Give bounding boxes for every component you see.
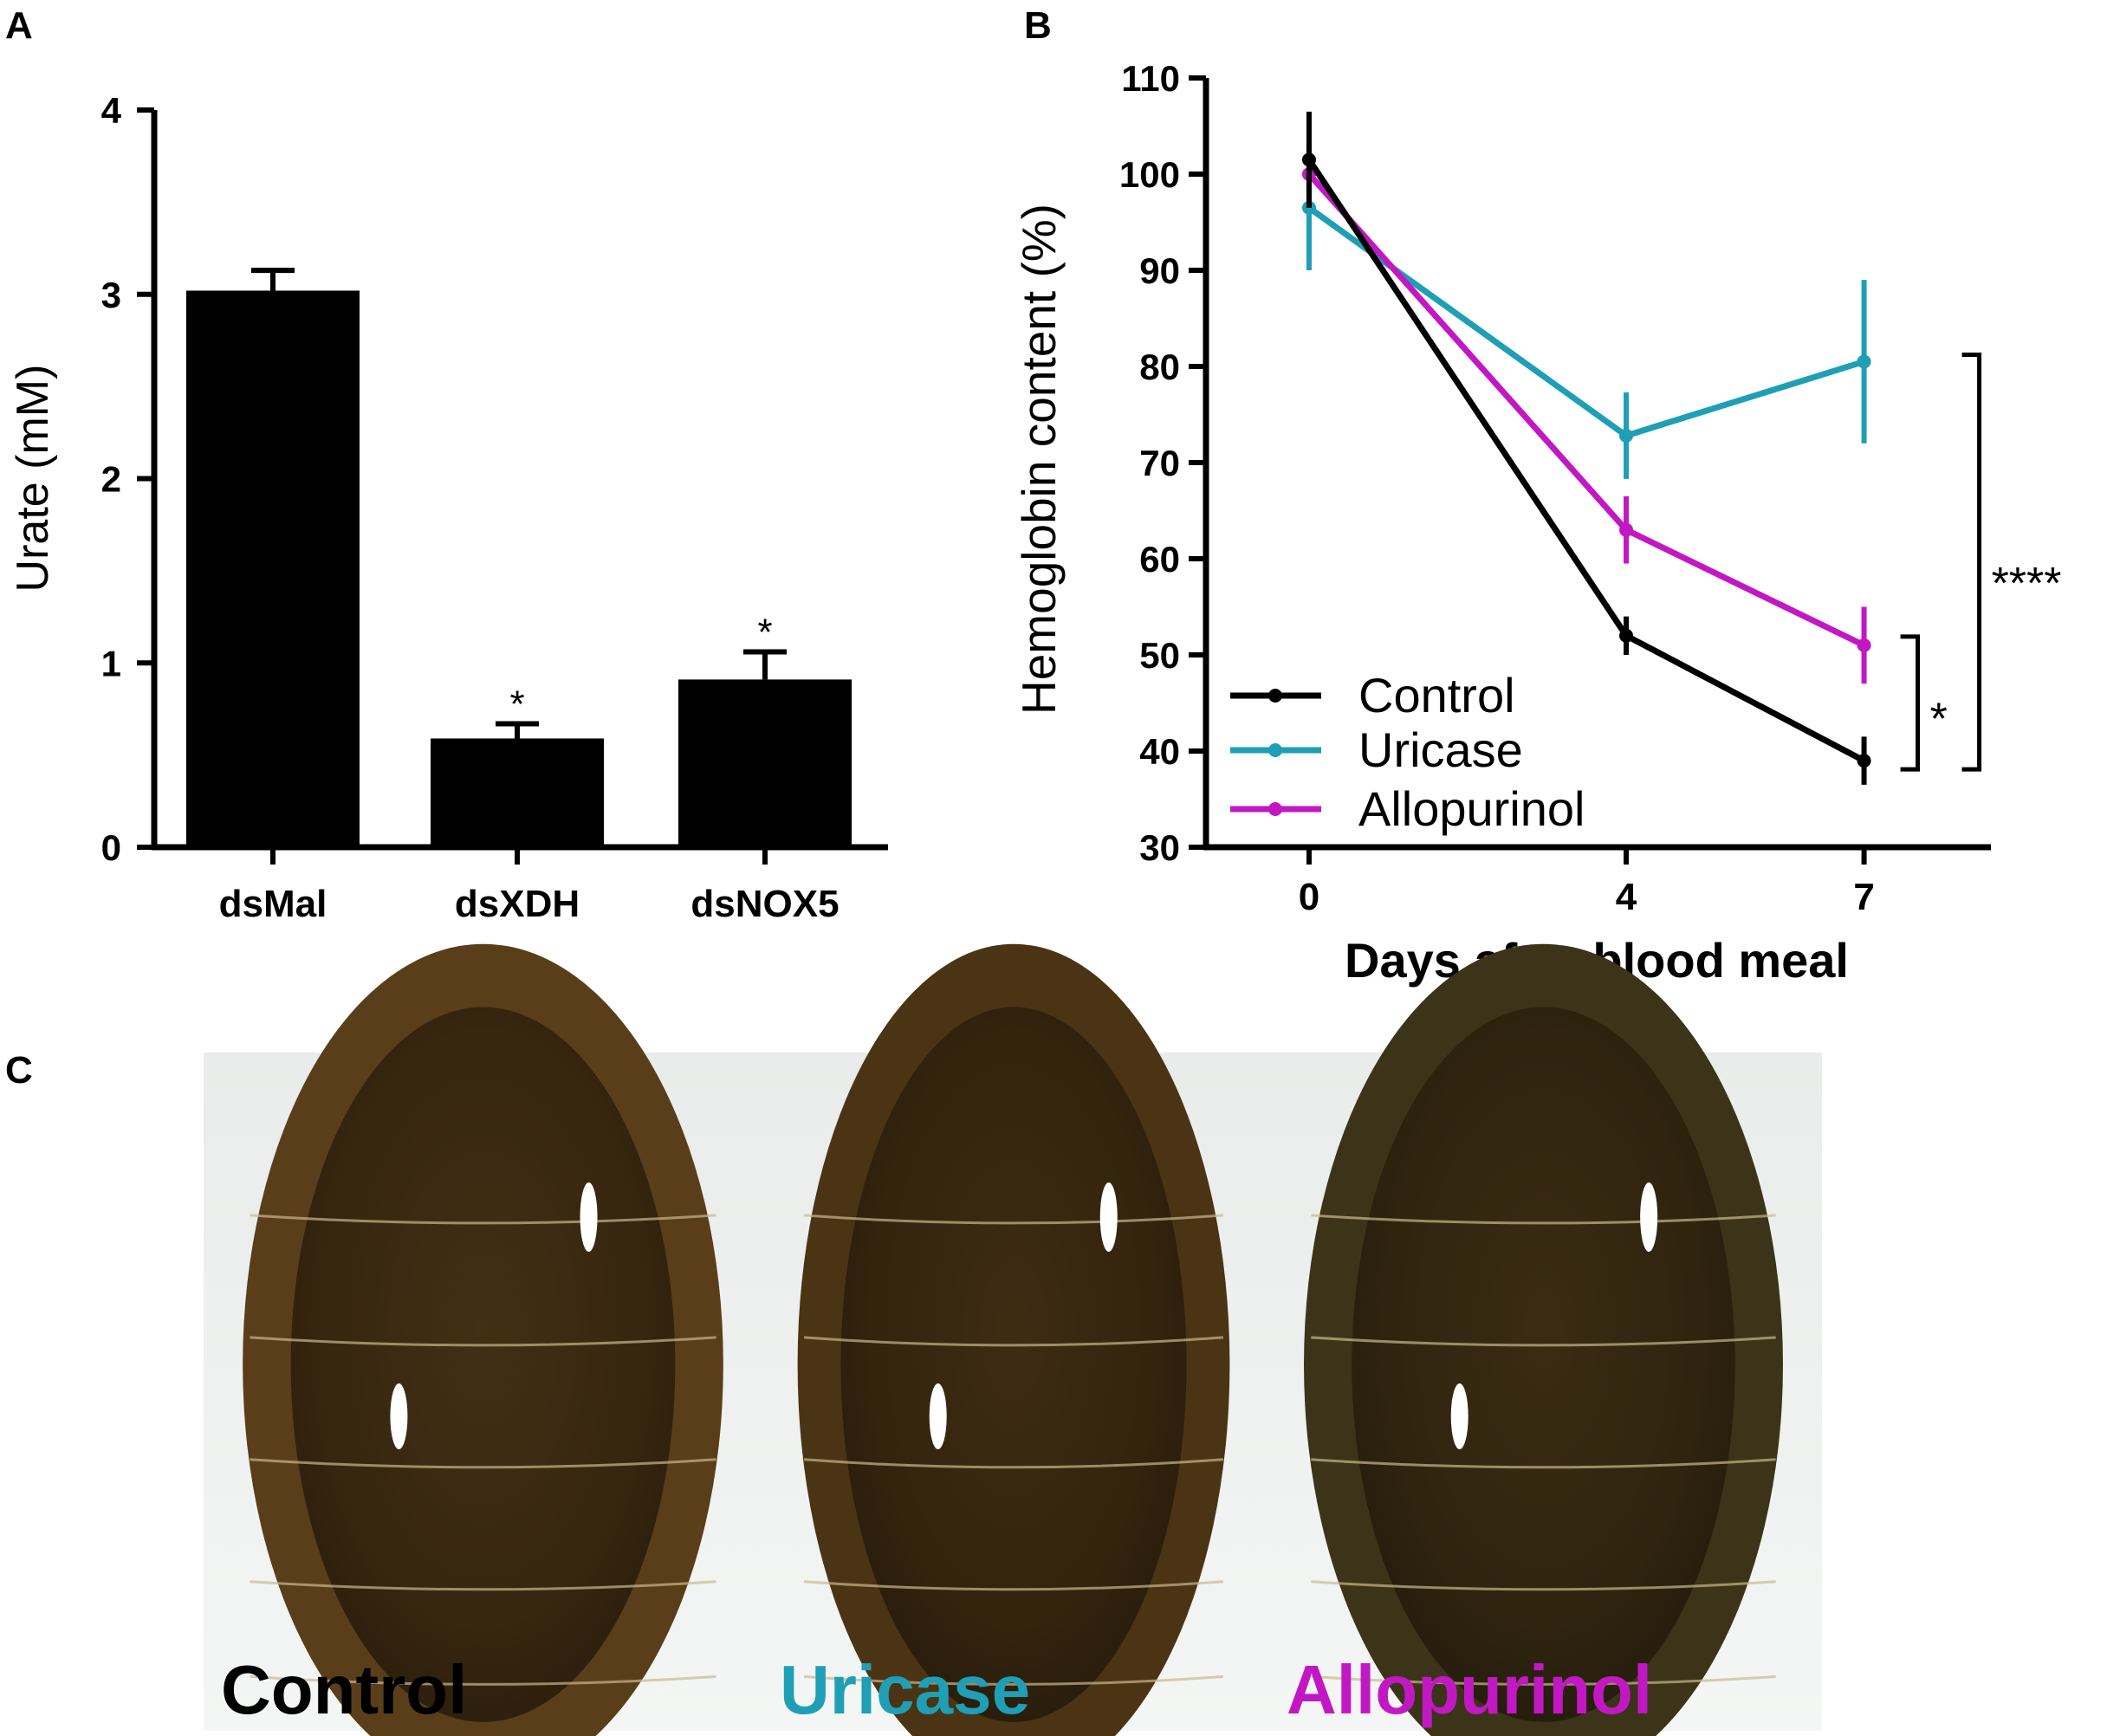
abdomen-segment-line [250, 1674, 716, 1686]
abdomen-segment-line [250, 1336, 716, 1347]
x-tick-label-dsXDH: dsXDH [455, 883, 580, 925]
abdomen-photo-strip: Control Uricase Allopurinol [204, 943, 1822, 1736]
y-tick-label-b: 30 [1139, 827, 1180, 868]
line-chart-hemoglobin: 30 40 50 60 70 80 90 100 110 0 4 7 ControlUricaseA… [1012, 58, 2062, 988]
abdomen-segment-line [803, 1214, 1224, 1225]
significance-bracket-uricase [1961, 352, 1982, 772]
photo-label-Control: Control [221, 1651, 467, 1728]
abdomen-segment-line [1311, 1580, 1776, 1591]
bar-dsMal [186, 290, 360, 847]
abdomen-segment-line [250, 1580, 716, 1591]
y-tick-label-b: 60 [1139, 539, 1180, 580]
y-axis-title-b: Hemoglobin content (%) [1012, 204, 1066, 715]
series-Allopurinol [1301, 145, 1871, 684]
light-reflection [390, 1383, 408, 1449]
legend-item-Allopurinol: Allopurinol [1230, 781, 1585, 836]
abdomen-shading [840, 1007, 1187, 1722]
legend-item-Control: Control [1230, 668, 1515, 722]
y-tick-label-b: 80 [1139, 347, 1180, 387]
photo-label-Uricase: Uricase [780, 1651, 1030, 1728]
legend-marker-Allopurinol [1268, 802, 1282, 816]
photo-Control: Control [204, 943, 762, 1736]
legend-label-Uricase: Uricase [1358, 722, 1523, 777]
data-point-Allopurinol [1857, 638, 1871, 652]
y-tick-label-a: 4 [101, 90, 122, 131]
y-axis-title-a: Urate (mM) [8, 365, 58, 593]
data-point-Control [1857, 754, 1871, 768]
data-point-Control [1301, 152, 1316, 167]
abdomen-segment-line [803, 1674, 1224, 1686]
abdomen-segment-line [803, 1458, 1224, 1469]
data-point-Uricase [1857, 354, 1871, 369]
y-tick-label-b: 70 [1139, 443, 1180, 483]
y-tick-label-a: 0 [101, 827, 121, 868]
y-tick-label-a: 1 [101, 643, 121, 683]
light-reflection [1640, 1182, 1658, 1252]
photo-Uricase: Uricase [762, 943, 1265, 1736]
legend-item-Uricase: Uricase [1230, 722, 1523, 777]
abdomen-segment-line [1311, 1674, 1776, 1686]
legend-label-Allopurinol: Allopurinol [1358, 781, 1585, 836]
data-point-Uricase [1619, 428, 1634, 443]
significance-marker-dsXDH: * [509, 683, 524, 725]
y-tick-label-a: 3 [101, 275, 121, 315]
bar-chart-urate: 0 1 2 3 4 * * dsMal dsXDH dsNOX5 Urate (mM) [8, 90, 888, 925]
y-tick-label-a: 2 [101, 459, 121, 500]
x-tick-label-b: 7 [1853, 876, 1874, 918]
y-tick-label-b: 50 [1139, 635, 1180, 676]
x-tick-label-b: 0 [1299, 876, 1319, 918]
significance-bracket-allopurinol [1900, 634, 1921, 772]
y-tick-label-b: 90 [1139, 250, 1180, 291]
legend-label-Control: Control [1358, 668, 1515, 722]
series-Control [1301, 111, 1871, 785]
photo-label-Allopurinol: Allopurinol [1287, 1651, 1652, 1728]
abdomen-shading [1352, 1007, 1735, 1722]
significance-label-allopurinol: * [1930, 695, 1948, 745]
bar-dsXDH [431, 738, 604, 847]
abdomen-segment-line [1311, 1458, 1776, 1469]
y-tick-label-b: 40 [1139, 731, 1180, 772]
legend-marker-Control [1268, 689, 1282, 703]
series-Uricase [1301, 145, 1871, 479]
series-line-Uricase [1306, 205, 1865, 439]
abdomen-segment-line [1311, 1214, 1776, 1225]
x-tick-label-dsNOX5: dsNOX5 [690, 883, 839, 925]
photo-Allopurinol: Allopurinol [1265, 943, 1822, 1736]
panel-label-b: B [1024, 4, 1052, 47]
x-tick-label-dsMal: dsMal [219, 883, 327, 925]
data-point-Control [1619, 628, 1634, 643]
bar-dsNOX5 [678, 679, 852, 847]
y-tick-label-b: 110 [1121, 58, 1180, 99]
abdomen-shading [290, 1007, 676, 1722]
legend-marker-Uricase [1268, 743, 1282, 757]
light-reflection [1099, 1182, 1118, 1252]
abdomen-segment-line [803, 1336, 1224, 1347]
light-reflection [929, 1383, 947, 1449]
data-point-Allopurinol [1619, 522, 1634, 537]
abdomen-segment-line [250, 1458, 716, 1469]
panel-label-c: C [5, 1049, 33, 1091]
y-tick-label-b: 100 [1119, 154, 1180, 195]
significance-label-uricase: **** [1992, 559, 2062, 609]
abdomen-segment-line [1311, 1336, 1776, 1347]
abdomen-segment-line [803, 1580, 1224, 1591]
panel-label-a: A [5, 4, 33, 47]
x-tick-label-b: 4 [1616, 876, 1637, 918]
abdomen-segment-line [250, 1214, 716, 1225]
significance-marker-dsNOX5: * [757, 611, 772, 653]
light-reflection [580, 1182, 598, 1252]
light-reflection [1450, 1383, 1468, 1449]
